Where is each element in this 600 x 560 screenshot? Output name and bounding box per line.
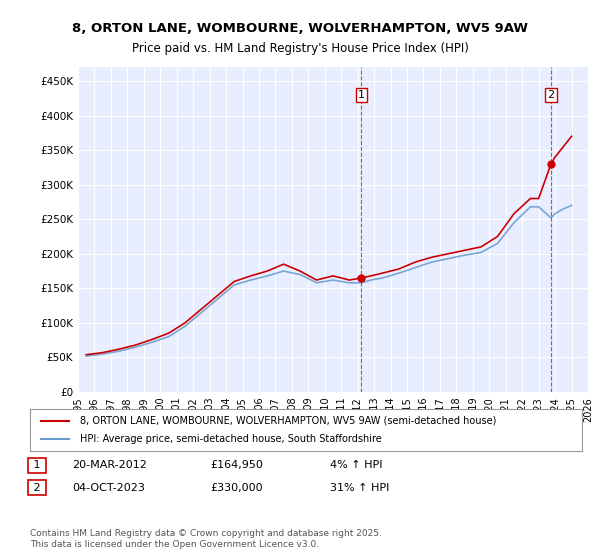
Text: 1: 1	[358, 90, 365, 100]
Text: 8, ORTON LANE, WOMBOURNE, WOLVERHAMPTON, WV5 9AW (semi-detached house): 8, ORTON LANE, WOMBOURNE, WOLVERHAMPTON,…	[80, 416, 496, 426]
Text: 4% ↑ HPI: 4% ↑ HPI	[330, 460, 383, 470]
Text: 20-MAR-2012: 20-MAR-2012	[72, 460, 147, 470]
Text: £164,950: £164,950	[210, 460, 263, 470]
Text: Contains HM Land Registry data © Crown copyright and database right 2025.
This d: Contains HM Land Registry data © Crown c…	[30, 529, 382, 549]
Text: 1: 1	[30, 460, 44, 470]
Text: 2: 2	[547, 90, 554, 100]
Text: £330,000: £330,000	[210, 483, 263, 493]
Text: 8, ORTON LANE, WOMBOURNE, WOLVERHAMPTON, WV5 9AW: 8, ORTON LANE, WOMBOURNE, WOLVERHAMPTON,…	[72, 22, 528, 35]
Text: Price paid vs. HM Land Registry's House Price Index (HPI): Price paid vs. HM Land Registry's House …	[131, 42, 469, 55]
Text: 2: 2	[30, 483, 44, 493]
Text: 04-OCT-2023: 04-OCT-2023	[72, 483, 145, 493]
Text: HPI: Average price, semi-detached house, South Staffordshire: HPI: Average price, semi-detached house,…	[80, 434, 382, 444]
Text: 31% ↑ HPI: 31% ↑ HPI	[330, 483, 389, 493]
